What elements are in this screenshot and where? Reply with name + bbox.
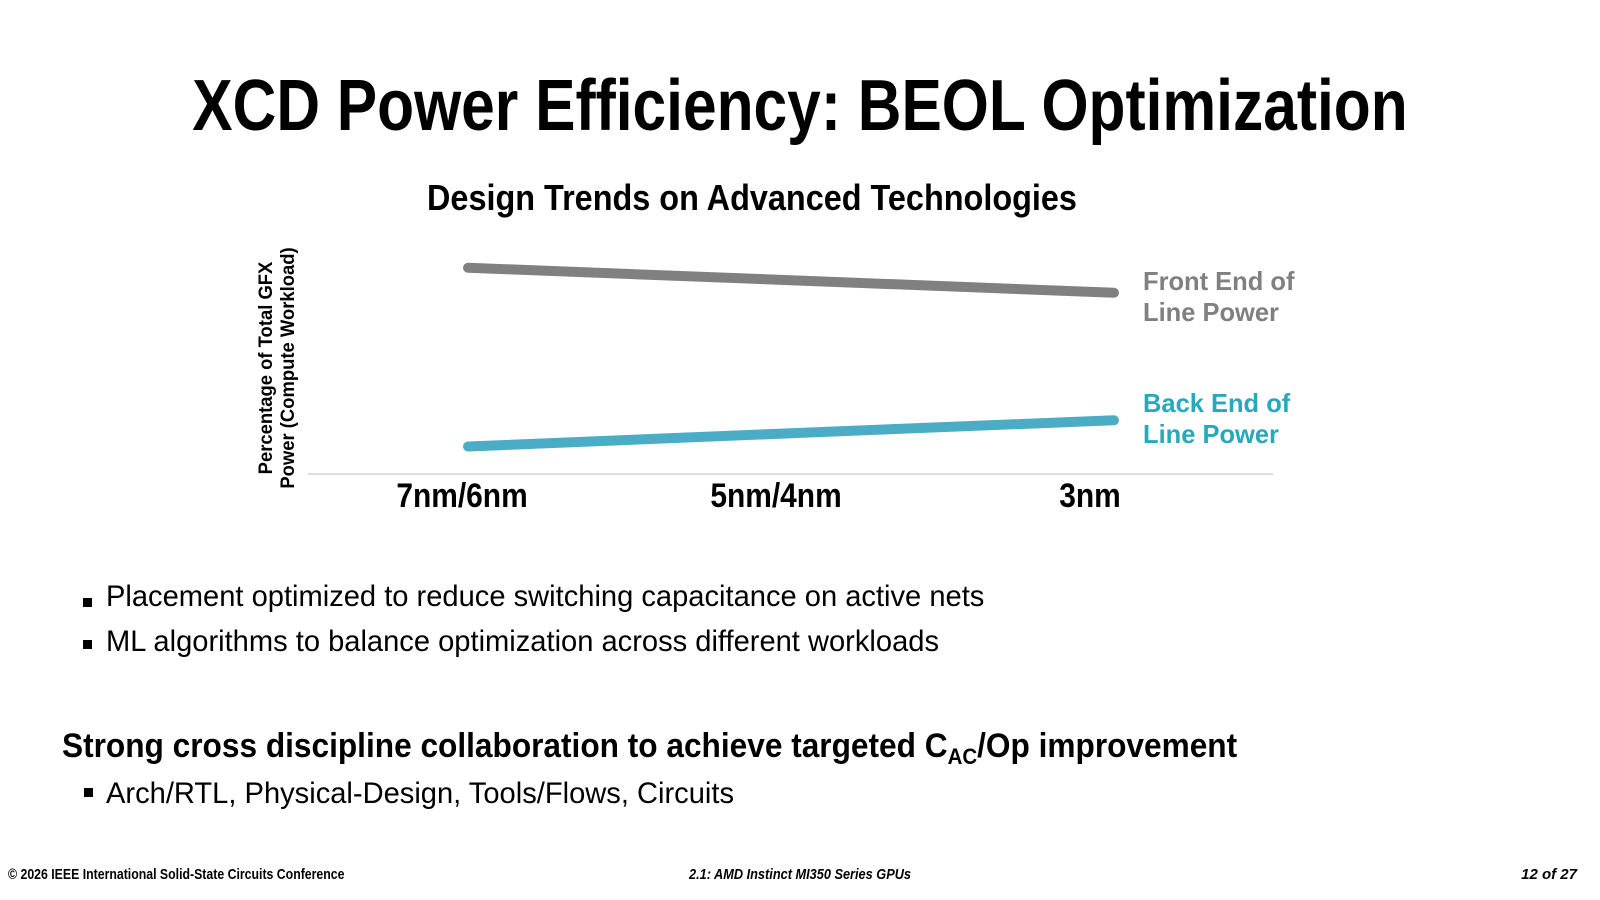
bullet-icon [83,598,92,607]
slide-title: XCD Power Efficiency: BEOL Optimization [192,66,1408,146]
statement-prefix: Strong cross discipline collaboration to… [62,727,948,765]
footer-conference: © 2026 IEEE International Solid-State Ci… [8,866,345,883]
x-tick-label-5nm-4nm: 5nm/4nm [710,477,842,515]
bullet-icon [84,788,93,797]
bullet-item: Placement optimized to reduce switching … [106,580,985,613]
bullet-item: ML algorithms to balance optimization ac… [106,625,939,658]
front-end-of-line-power-line [463,262,1119,298]
x-tick-label-7nm-6nm: 7nm/6nm [396,477,528,515]
chart-title: Design Trends on Advanced Technologies [427,177,1077,218]
x-tick-label-3nm: 3nm [1059,477,1121,515]
footer-session: 2.1: AMD Instinct MI350 Series GPUs [688,866,912,883]
legend-front-end-of-line-power: Front End of Line Power [1143,266,1295,327]
bullet-icon [83,640,92,649]
footer-page-number: 12 of 27 [1521,866,1577,883]
legend-back-end-of-line-power: Back End of Line Power [1143,388,1291,449]
back-end-of-line-power-line [463,415,1119,452]
statement: Strong cross discipline collaboration to… [62,727,1237,769]
sub-bullet-item: Arch/RTL, Physical-Design, Tools/Flows, … [106,777,734,810]
y-axis-label: Percentage of Total GFX Power (Compute W… [256,247,299,489]
statement-subscript: AC [947,744,978,769]
statement-suffix: /Op improvement [977,727,1238,765]
